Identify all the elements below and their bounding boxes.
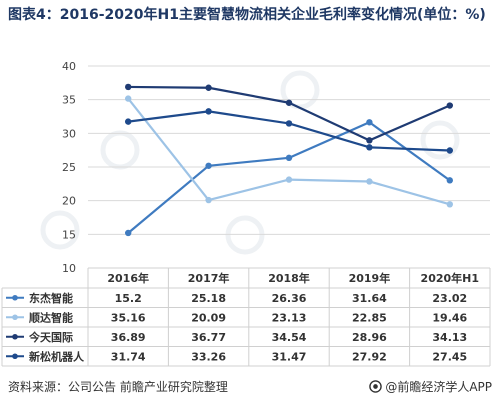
- table-value-cell: 28.96: [352, 331, 387, 344]
- series-group: [125, 108, 453, 154]
- y-tick-label: 10: [62, 262, 76, 275]
- category-label: 2016年: [107, 271, 149, 285]
- y-tick-label: 20: [62, 195, 76, 208]
- series-group: [125, 95, 453, 208]
- data-point: [366, 144, 373, 151]
- legend-series-name: 东杰智能: [29, 291, 73, 305]
- y-tick-label: 30: [62, 127, 76, 140]
- data-point: [366, 178, 373, 185]
- data-point: [285, 176, 293, 183]
- data-point: [366, 137, 373, 144]
- data-point: [205, 108, 212, 115]
- data-point: [446, 102, 453, 109]
- category-label: 2020年H1: [421, 271, 479, 285]
- data-point: [446, 147, 453, 154]
- data-point: [125, 118, 132, 125]
- series-lines: [125, 83, 453, 237]
- source-note: 资料来源：公司公告 前瞻产业研究院整理: [8, 380, 228, 394]
- series-group: [125, 83, 453, 144]
- watermark-ring: [420, 120, 460, 160]
- legend-marker-swatch: [12, 314, 18, 321]
- data-point: [125, 83, 132, 91]
- brand-text: @前瞻经济学人APP: [385, 380, 492, 394]
- table-value-cell: 20.09: [191, 311, 226, 324]
- category-label: 2018年: [268, 271, 310, 285]
- table-value-cell: 33.26: [191, 350, 226, 363]
- series-group: [125, 119, 453, 237]
- data-point: [205, 196, 212, 204]
- data-point: [446, 177, 453, 184]
- table-value-cell: 27.45: [432, 350, 467, 363]
- data-point: [285, 120, 293, 127]
- data-point: [205, 84, 212, 91]
- legend-series-name: 顺达智能: [29, 310, 73, 324]
- table-value-cell: 31.64: [352, 292, 387, 305]
- table-value-cell: 15.2: [115, 292, 142, 305]
- table-value-cell: 31.47: [272, 350, 307, 363]
- brand-logo-icon: [369, 380, 383, 393]
- table-value-cell: 27.92: [352, 350, 387, 363]
- data-point: [125, 95, 132, 102]
- legend-marker-swatch: [12, 333, 18, 340]
- legend-series-name: 新松机器人: [29, 349, 85, 363]
- table-value-cell: 25.18: [191, 292, 226, 305]
- table-value-cell: 34.13: [432, 331, 467, 344]
- watermark-ring: [225, 215, 265, 255]
- y-tick-label: 35: [62, 94, 76, 107]
- data-point: [285, 99, 293, 106]
- y-tick-label: 40: [62, 60, 76, 73]
- data-point: [366, 119, 373, 126]
- table-value-cell: 34.54: [272, 331, 307, 344]
- table-value-cell: 36.77: [191, 331, 226, 344]
- brand-credit: @前瞻经济学人APP: [369, 378, 492, 395]
- y-tick-label: 25: [62, 161, 76, 174]
- legend-marker-swatch: [12, 353, 18, 360]
- table-value-cell: 35.16: [111, 311, 146, 324]
- legend-marker-swatch: [12, 294, 18, 301]
- y-tick-label: 15: [62, 228, 76, 241]
- category-label: 2019年: [349, 271, 391, 285]
- table-value-cell: 22.85: [352, 311, 387, 324]
- data-table: 2016年 2017年 2018年 2019年 2020年H1 东杰智能 15.2 25.18…: [1, 267, 491, 367]
- table-value-cell: 23.13: [272, 311, 307, 324]
- table-value-cell: 26.36: [272, 292, 307, 305]
- watermark-ring: [40, 210, 80, 250]
- series-line: [128, 85, 451, 142]
- category-label: 2017年: [188, 271, 230, 285]
- data-point: [125, 229, 132, 237]
- data-point: [285, 154, 293, 162]
- table-value-cell: 36.89: [111, 331, 146, 344]
- chart-title: 图表4：2016-2020年H1主要智慧物流相关企业毛利率变化情况(单位：%): [8, 7, 486, 23]
- data-point: [205, 162, 212, 169]
- table-value-cell: 23.02: [432, 292, 467, 305]
- legend-series-name: 今天国际: [28, 330, 73, 344]
- table-value-cell: 31.74: [111, 350, 146, 363]
- data-point: [446, 201, 453, 208]
- watermark-ring: [100, 130, 140, 170]
- y-axis: 10 15 20 25 30 35 40: [62, 60, 76, 275]
- table-value-cell: 19.46: [432, 311, 467, 324]
